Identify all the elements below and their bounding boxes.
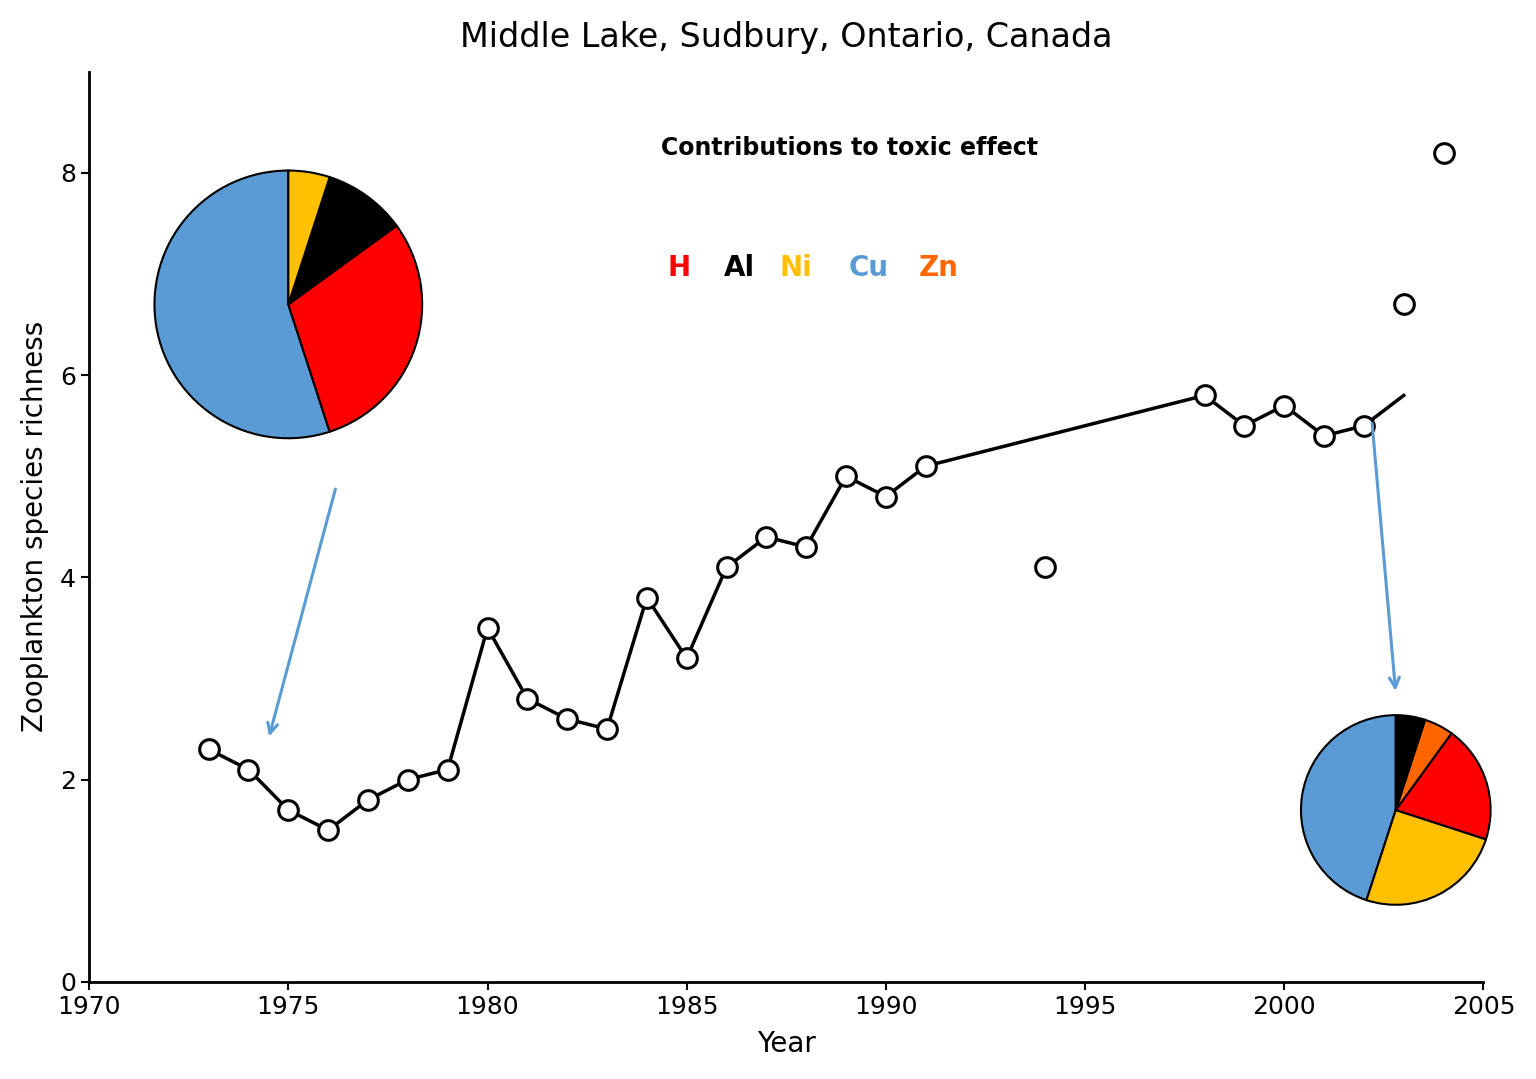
Point — [594, 721, 619, 738]
Point — [914, 457, 938, 475]
Point — [1432, 145, 1456, 162]
Point — [674, 650, 699, 667]
Title: Middle Lake, Sudbury, Ontario, Canada: Middle Lake, Sudbury, Ontario, Canada — [459, 21, 1112, 54]
Point — [1232, 418, 1256, 435]
Point — [197, 740, 221, 757]
Point — [356, 791, 381, 808]
Text: Cu: Cu — [849, 254, 889, 282]
Point — [1272, 397, 1296, 414]
Text: Ni: Ni — [779, 254, 813, 282]
Point — [237, 761, 261, 778]
Text: Al: Al — [723, 254, 754, 282]
Point — [276, 802, 301, 819]
X-axis label: Year: Year — [757, 1030, 816, 1058]
Point — [834, 467, 859, 484]
Point — [1192, 386, 1217, 404]
Point — [396, 771, 421, 789]
Point — [1032, 559, 1057, 576]
Text: Zn: Zn — [919, 254, 958, 282]
Point — [1312, 427, 1336, 445]
Point — [714, 559, 739, 576]
Point — [1392, 296, 1416, 313]
Point — [515, 691, 539, 708]
Point — [634, 589, 659, 606]
Point — [754, 529, 779, 546]
Point — [794, 538, 819, 556]
Text: H: H — [668, 254, 691, 282]
Point — [554, 710, 579, 727]
Point — [435, 761, 459, 778]
Y-axis label: Zooplankton species richness: Zooplankton species richness — [22, 322, 49, 733]
Point — [316, 821, 341, 838]
Point — [874, 488, 899, 505]
Text: Contributions to toxic effect: Contributions to toxic effect — [660, 136, 1038, 160]
Point — [1352, 418, 1376, 435]
Point — [475, 619, 499, 637]
